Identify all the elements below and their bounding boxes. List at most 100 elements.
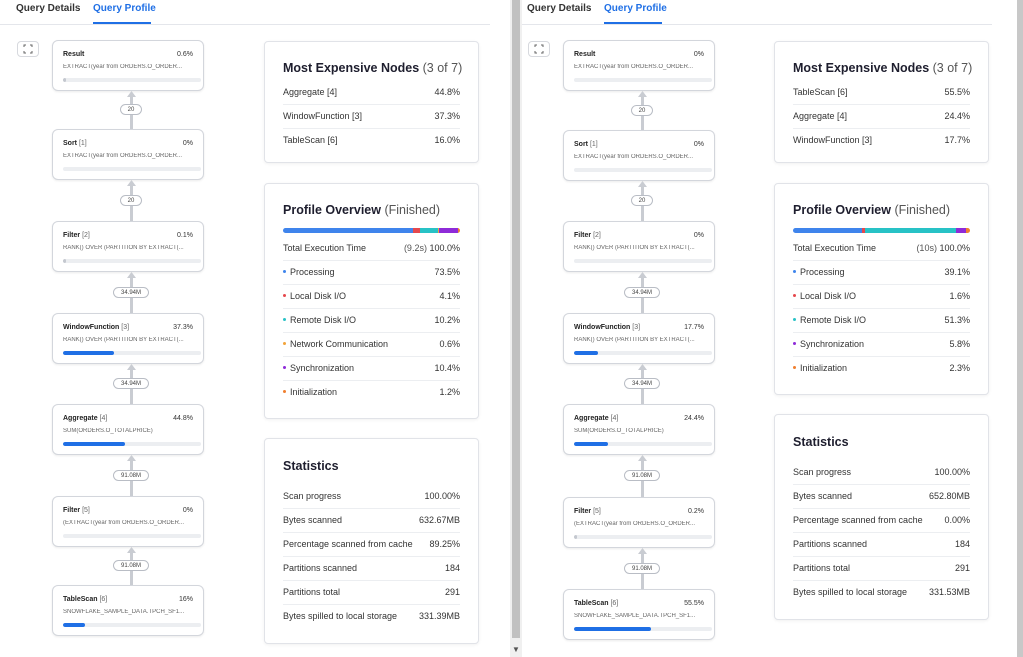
time-category-row: Remote Disk I/O 10.2% (283, 308, 460, 333)
execution-time-breakdown-bar (793, 228, 970, 233)
node-name: Filter [5] (574, 508, 601, 515)
category-value: 51.3% (944, 315, 970, 325)
query-profile-pane-left: Query Details Query Profile + — Result 0… (0, 0, 510, 657)
operator-node[interactable]: Filter [5] 0% (EXTRACT(year from ORDERS.O_… (52, 496, 204, 547)
arrow-up-icon (638, 548, 647, 554)
card-title: Profile Overview (Finished) (793, 203, 951, 217)
category-dot-icon (793, 342, 796, 346)
breakdown-segment (862, 228, 865, 233)
operator-node[interactable]: Filter [2] 0% RANK() OVER (PARTITION BY EX… (563, 221, 715, 272)
category-dot-icon (283, 366, 286, 370)
arrow-up-icon (638, 181, 647, 187)
statistic-row: Partitions scanned 184 (793, 532, 970, 557)
breakdown-segment (283, 228, 414, 233)
arrow-up-icon (127, 272, 136, 278)
node-cost-bar (63, 78, 201, 82)
node-name: TableScan [6] (574, 600, 619, 607)
statistic-label: Partitions scanned (793, 539, 868, 549)
node-cost-bar (574, 535, 712, 539)
operator-node[interactable]: Result 0% EXTRACT(year from ORDERS.O_ORDE… (563, 40, 715, 91)
expensive-node-row[interactable]: Aggregate [4] 24.4% (793, 104, 970, 129)
node-cost: 37.3% (434, 111, 460, 121)
node-expression: EXTRACT(year from ORDERS.O_ORDER... (63, 64, 183, 70)
total-execution-time-row: Total Execution Time (10s) 100.0% (793, 236, 970, 261)
node-percent: 17.7% (684, 324, 704, 331)
operator-node[interactable]: WindowFunction [3] 17.7% RANK() OVER (PART… (563, 313, 715, 364)
operator-node[interactable]: Aggregate [4] 44.8% SUM(ORDERS.O_TOTALPRIC… (52, 404, 204, 455)
fit-to-screen-button[interactable] (528, 41, 550, 57)
expensive-node-row[interactable]: TableScan [6] 16.0% (283, 128, 460, 152)
category-label: Remote Disk I/O (290, 315, 357, 325)
statistic-label: Bytes scanned (283, 515, 343, 525)
node-name: Sort [1] (63, 140, 87, 147)
tab-query-profile[interactable]: Query Profile (604, 3, 667, 14)
active-tab-indicator (93, 22, 151, 24)
scrollbar-thumb[interactable] (512, 0, 520, 638)
statistic-row: Bytes spilled to local storage 331.53MB (793, 580, 970, 604)
node-percent: 0.1% (177, 232, 193, 239)
card-title: Statistics (283, 459, 339, 473)
expensive-node-row[interactable]: Aggregate [4] 44.8% (283, 80, 460, 105)
node-expression: RANK() OVER (PARTITION BY EXTRACT(... (574, 245, 695, 251)
scroll-down-arrow-icon[interactable]: ▼ (512, 645, 520, 654)
node-cost-fill (63, 623, 86, 627)
category-dot-icon (283, 342, 286, 346)
tab-query-details[interactable]: Query Details (527, 3, 592, 14)
statistic-value: 184 (954, 539, 970, 549)
operator-node[interactable]: Sort [1] 0% EXTRACT(year from ORDERS.O_ORD… (563, 130, 715, 181)
expensive-node-row[interactable]: WindowFunction [3] 37.3% (283, 104, 460, 129)
operator-node[interactable]: Filter [5] 0.2% (EXTRACT(year from ORDERS.… (563, 497, 715, 548)
category-value: 1.2% (439, 387, 460, 397)
statistic-row: Bytes spilled to local storage 331.39MB (283, 604, 460, 628)
node-percent: 0% (182, 140, 193, 147)
statistics-card: Statistics Scan progress 100.00% Bytes sca… (774, 414, 989, 620)
statistic-row: Partitions total 291 (793, 556, 970, 581)
node-cost-bar (63, 259, 201, 263)
total-execution-time-row: Total Execution Time (9.2s) 100.0% (283, 236, 460, 261)
statistic-value: 100.00% (934, 467, 970, 477)
operator-node[interactable]: WindowFunction [3] 37.3% RANK() OVER (PART… (52, 313, 204, 364)
profile-overview-card: Profile Overview (Finished) Total Execut… (774, 183, 989, 395)
operator-node[interactable]: Aggregate [4] 24.4% SUM(ORDERS.O_TOTALPRIC… (563, 404, 715, 455)
node-name: Sort [1] (574, 141, 598, 148)
category-label: Synchronization (290, 363, 355, 373)
tab-query-profile[interactable]: Query Profile (93, 3, 156, 14)
node-cost-bar (574, 627, 712, 631)
statistic-value: 652.80MB (928, 491, 970, 501)
row-count-badge: 20 (631, 104, 653, 116)
statistic-label: Bytes spilled to local storage (283, 611, 398, 621)
node-expression: (EXTRACT(year from ORDERS.O_ORDER... (574, 521, 696, 527)
node-name: Result (63, 51, 85, 58)
statistic-label: Bytes spilled to local storage (793, 587, 908, 597)
node-label: WindowFunction [3] (793, 135, 873, 145)
statistic-label: Percentage scanned from cache (793, 515, 923, 525)
statistic-label: Partitions total (793, 563, 851, 573)
category-dot-icon (283, 318, 286, 322)
arrow-up-icon (127, 364, 136, 370)
expensive-node-row[interactable]: TableScan [6] 55.5% (793, 80, 970, 105)
tab-query-details[interactable]: Query Details (16, 3, 81, 14)
category-dot-icon (283, 270, 286, 274)
arrow-up-icon (127, 91, 136, 97)
node-percent: 0% (693, 51, 704, 58)
node-cost: 24.4% (944, 111, 970, 121)
fit-to-screen-button[interactable] (17, 41, 39, 57)
node-cost-fill (63, 78, 66, 82)
operator-node[interactable]: TableScan [6] 55.5% SNOWFLAKE_SAMPLE_DATA.… (563, 589, 715, 640)
node-expression: RANK() OVER (PARTITION BY EXTRACT(... (574, 337, 695, 343)
most-expensive-nodes-card: Most Expensive Nodes (3 of 7) TableScan … (774, 41, 989, 163)
arrow-up-icon (638, 91, 647, 97)
category-label: Local Disk I/O (800, 291, 857, 301)
statistic-value: 291 (444, 587, 460, 597)
most-expensive-nodes-card: Most Expensive Nodes (3 of 7) Aggregate … (264, 41, 479, 163)
node-cost-fill (574, 351, 599, 355)
operator-node[interactable]: Filter [2] 0.1% RANK() OVER (PARTITION BY … (52, 221, 204, 272)
expensive-node-row[interactable]: WindowFunction [3] 17.7% (793, 128, 970, 152)
row-count-badge: 91.08M (624, 562, 660, 574)
statistic-row: Partitions scanned 184 (283, 556, 460, 581)
node-label: Aggregate [4] (793, 111, 848, 121)
breakdown-segment (793, 228, 863, 233)
operator-node[interactable]: Result 0.6% EXTRACT(year from ORDERS.O_OR… (52, 40, 204, 91)
operator-node[interactable]: Sort [1] 0% EXTRACT(year from ORDERS.O_ORD… (52, 129, 204, 180)
operator-node[interactable]: TableScan [6] 16% SNOWFLAKE_SAMPLE_DATA.TP… (52, 585, 204, 636)
